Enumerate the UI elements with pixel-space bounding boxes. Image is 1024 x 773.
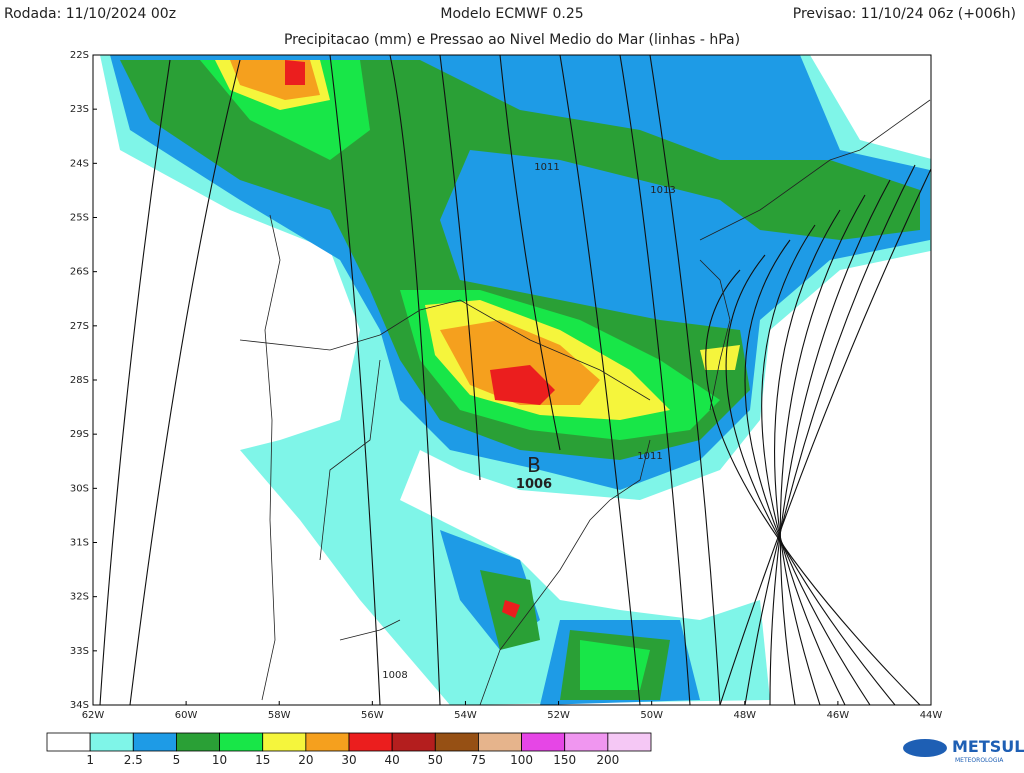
forecast-time: Previsao: 11/10/24 06z (+006h) — [793, 6, 1016, 22]
lat-label: 27S — [70, 321, 89, 332]
lon-label: 58W — [268, 710, 291, 721]
border — [239, 299, 651, 401]
lon-label: 52W — [547, 710, 570, 721]
isobar — [559, 55, 641, 705]
coast — [479, 439, 651, 705]
coast — [699, 259, 731, 411]
coast — [699, 99, 931, 241]
lat-label: 32S — [70, 592, 89, 603]
isobar-label: 1011 — [534, 162, 559, 173]
isobar — [769, 179, 891, 705]
isobar — [439, 55, 481, 481]
legend-swatch — [607, 732, 652, 752]
subtitle: Precipitacao (mm) e Pressao ao Nivel Med… — [284, 32, 740, 48]
isobar — [744, 164, 916, 705]
isobar-label: 1013 — [650, 185, 675, 196]
lon-label: 62W — [82, 710, 105, 721]
legend-swatch — [219, 732, 264, 752]
lat-label: 33S — [70, 646, 89, 657]
legend-label: 10 — [212, 753, 227, 767]
lon-label: 46W — [827, 710, 850, 721]
lat-label: 24S — [70, 158, 89, 169]
low-marker: B — [527, 453, 541, 477]
lon-label: 56W — [361, 710, 384, 721]
isobar — [329, 55, 381, 705]
legend-swatch — [262, 732, 307, 752]
legend-label: 40 — [385, 753, 400, 767]
isobar — [649, 55, 721, 705]
legend-swatch — [434, 732, 479, 752]
lon-label: 60W — [175, 710, 198, 721]
lat-label: 29S — [70, 429, 89, 440]
legend-label: 100 — [510, 753, 533, 767]
legend-label: 20 — [298, 753, 313, 767]
legend-swatch — [89, 732, 134, 752]
isobar — [619, 55, 691, 705]
lon-label: 48W — [733, 710, 756, 721]
isobar-label: 1011 — [637, 451, 662, 462]
logo-globe — [903, 739, 947, 757]
legend-label: 200 — [596, 753, 619, 767]
legend-label: 30 — [341, 753, 356, 767]
isobar — [725, 254, 896, 705]
lon-label: 50W — [640, 710, 663, 721]
boundaries — [239, 99, 931, 705]
isobars — [99, 55, 931, 705]
lon-label: 44W — [920, 710, 943, 721]
legend-swatch — [391, 732, 436, 752]
isobar — [99, 59, 171, 705]
legend-swatch — [176, 732, 220, 752]
precip-field — [100, 55, 931, 705]
legend-label: 75 — [471, 753, 486, 767]
isobar — [761, 224, 846, 705]
logo-tagline: METEOROLOGIA — [955, 757, 1004, 764]
isobar — [389, 55, 441, 705]
lat-label: 31S — [70, 538, 89, 549]
isobar — [744, 239, 871, 705]
lat-label: 26S — [70, 267, 89, 278]
lat-label: 23S — [70, 104, 89, 115]
lat-label: 22S — [70, 50, 89, 61]
isobar — [719, 167, 931, 705]
legend-label: 1 — [86, 753, 94, 767]
isobar — [779, 194, 866, 705]
isobar — [499, 55, 561, 451]
isobar — [705, 269, 921, 705]
logo-name: METSUL — [952, 737, 1024, 756]
legend-swatch — [348, 732, 393, 752]
border — [261, 214, 281, 701]
legend-label: 50 — [428, 753, 443, 767]
isobar-label: 1008 — [382, 670, 407, 681]
legend-label: 5 — [173, 753, 181, 767]
lat-label: 25S — [70, 213, 89, 224]
legend-swatch — [564, 732, 609, 752]
lat-label: 28S — [70, 375, 89, 386]
coast — [339, 619, 401, 641]
legend-label: 150 — [553, 753, 576, 767]
lat-label: 34S — [70, 700, 89, 711]
border — [319, 359, 381, 561]
legend-swatch — [46, 732, 91, 752]
legend-swatch — [521, 732, 566, 752]
lon-label: 54W — [454, 710, 477, 721]
low-value: 1006 — [516, 477, 552, 492]
run-time: Rodada: 11/10/2024 00z — [4, 6, 176, 22]
legend-swatch — [132, 732, 177, 752]
legend-label: 2.5 — [124, 753, 143, 767]
precip-30 — [230, 60, 600, 405]
isobar — [774, 209, 841, 705]
isobar — [129, 59, 241, 705]
model-name: Modelo ECMWF 0.25 — [440, 6, 583, 22]
legend-label: 15 — [255, 753, 270, 767]
lat-label: 30S — [70, 483, 89, 494]
legend-swatch — [305, 732, 350, 752]
legend-swatch — [478, 732, 522, 752]
